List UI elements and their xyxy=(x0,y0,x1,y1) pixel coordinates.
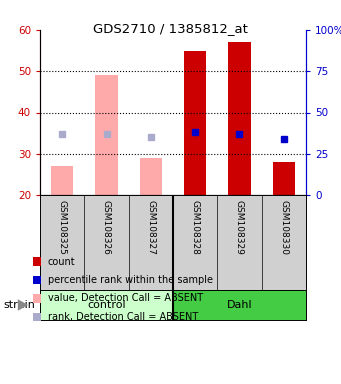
Bar xyxy=(40,290,173,320)
Text: Dahl: Dahl xyxy=(227,300,252,310)
Text: GSM108325: GSM108325 xyxy=(58,200,67,255)
Text: strain: strain xyxy=(3,300,35,310)
Bar xyxy=(273,162,295,195)
Bar xyxy=(184,51,206,195)
Bar xyxy=(51,166,73,195)
Bar xyxy=(140,158,162,195)
Text: rank, Detection Call = ABSENT: rank, Detection Call = ABSENT xyxy=(47,312,198,322)
Text: value, Detection Call = ABSENT: value, Detection Call = ABSENT xyxy=(47,293,203,303)
Text: control: control xyxy=(87,300,126,310)
Text: GSM108326: GSM108326 xyxy=(102,200,111,255)
Text: GDS2710 / 1385812_at: GDS2710 / 1385812_at xyxy=(93,22,248,35)
Bar xyxy=(95,75,118,195)
Text: percentile rank within the sample: percentile rank within the sample xyxy=(47,275,212,285)
Text: GSM108327: GSM108327 xyxy=(146,200,155,255)
Text: count: count xyxy=(47,257,75,266)
Text: GSM108330: GSM108330 xyxy=(279,200,288,255)
Text: GSM108329: GSM108329 xyxy=(235,200,244,255)
Bar xyxy=(228,42,251,195)
Text: GSM108328: GSM108328 xyxy=(191,200,200,255)
Bar xyxy=(173,290,306,320)
